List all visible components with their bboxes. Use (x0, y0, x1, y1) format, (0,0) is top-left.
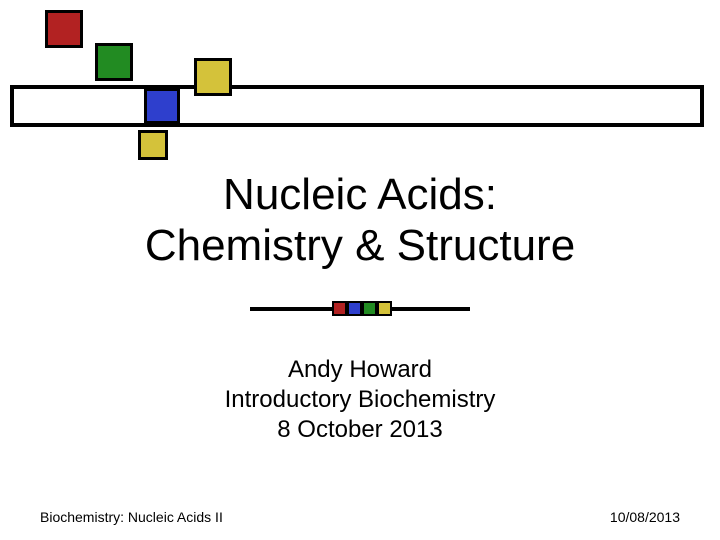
divider-sq-red (332, 301, 347, 316)
subtitle-block: Andy Howard Introductory Biochemistry 8 … (0, 355, 720, 445)
divider-sq-blue (347, 301, 362, 316)
square-red (45, 10, 83, 48)
square-yellow-2 (138, 130, 168, 160)
footer: Biochemistry: Nucleic Acids II 10/08/201… (0, 509, 720, 525)
title-block: Nucleic Acids: Chemistry & Structure (0, 170, 720, 271)
divider-line-right (392, 307, 470, 311)
title-line-2: Chemistry & Structure (0, 221, 720, 272)
date-text: 8 October 2013 (0, 415, 720, 445)
divider-line-left (250, 307, 332, 311)
divider (0, 300, 720, 318)
title-line-1: Nucleic Acids: (0, 170, 720, 221)
footer-right: 10/08/2013 (610, 509, 680, 525)
square-yellow-1 (194, 58, 232, 96)
top-graphic (10, 10, 710, 160)
top-bar-rect (10, 85, 704, 127)
course: Introductory Biochemistry (0, 385, 720, 415)
footer-left: Biochemistry: Nucleic Acids II (40, 509, 223, 525)
divider-sq-yellow (377, 301, 392, 316)
author: Andy Howard (0, 355, 720, 385)
square-green (95, 43, 133, 81)
divider-sq-green (362, 301, 377, 316)
square-blue (144, 88, 180, 124)
